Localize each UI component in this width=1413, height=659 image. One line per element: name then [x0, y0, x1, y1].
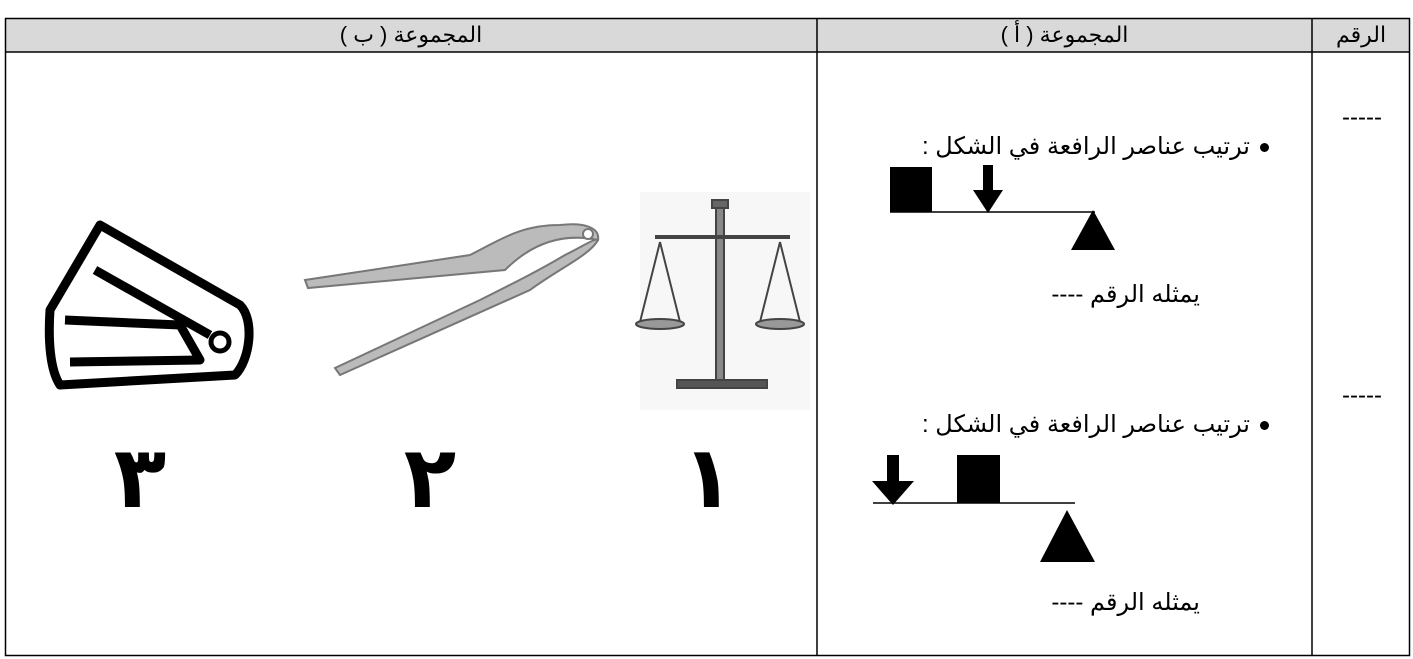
- lever-diagram: [872, 455, 1095, 562]
- bullet: [1260, 143, 1269, 152]
- number-blank: -----: [1342, 104, 1382, 131]
- item-answer: يمثله الرقم ----: [1051, 281, 1200, 308]
- bullet: [1260, 421, 1269, 430]
- number-blank: -----: [1342, 382, 1382, 409]
- nutcracker-image: [303, 223, 600, 377]
- item-prompt: ترتيب عناصر الرافعة في الشكل :: [921, 133, 1250, 160]
- lever-diagram: [890, 165, 1115, 250]
- header-background: [5, 18, 1410, 52]
- header-cell: المجموعة ( ب ): [339, 22, 483, 47]
- item-answer: يمثله الرقم ----: [1051, 589, 1200, 616]
- item-prompt: ترتيب عناصر الرافعة في الشكل :: [921, 411, 1250, 438]
- balance-image: [635, 192, 810, 410]
- staple-remover-image: [44, 220, 254, 390]
- image-number: ١: [681, 430, 735, 526]
- image-number: ٣: [113, 430, 167, 526]
- table-border: [4, 17, 1411, 657]
- header-cell: الرقم: [1335, 22, 1387, 47]
- image-number: ٢: [403, 430, 457, 526]
- header-cell: المجموعة ( أ ): [1000, 22, 1129, 47]
